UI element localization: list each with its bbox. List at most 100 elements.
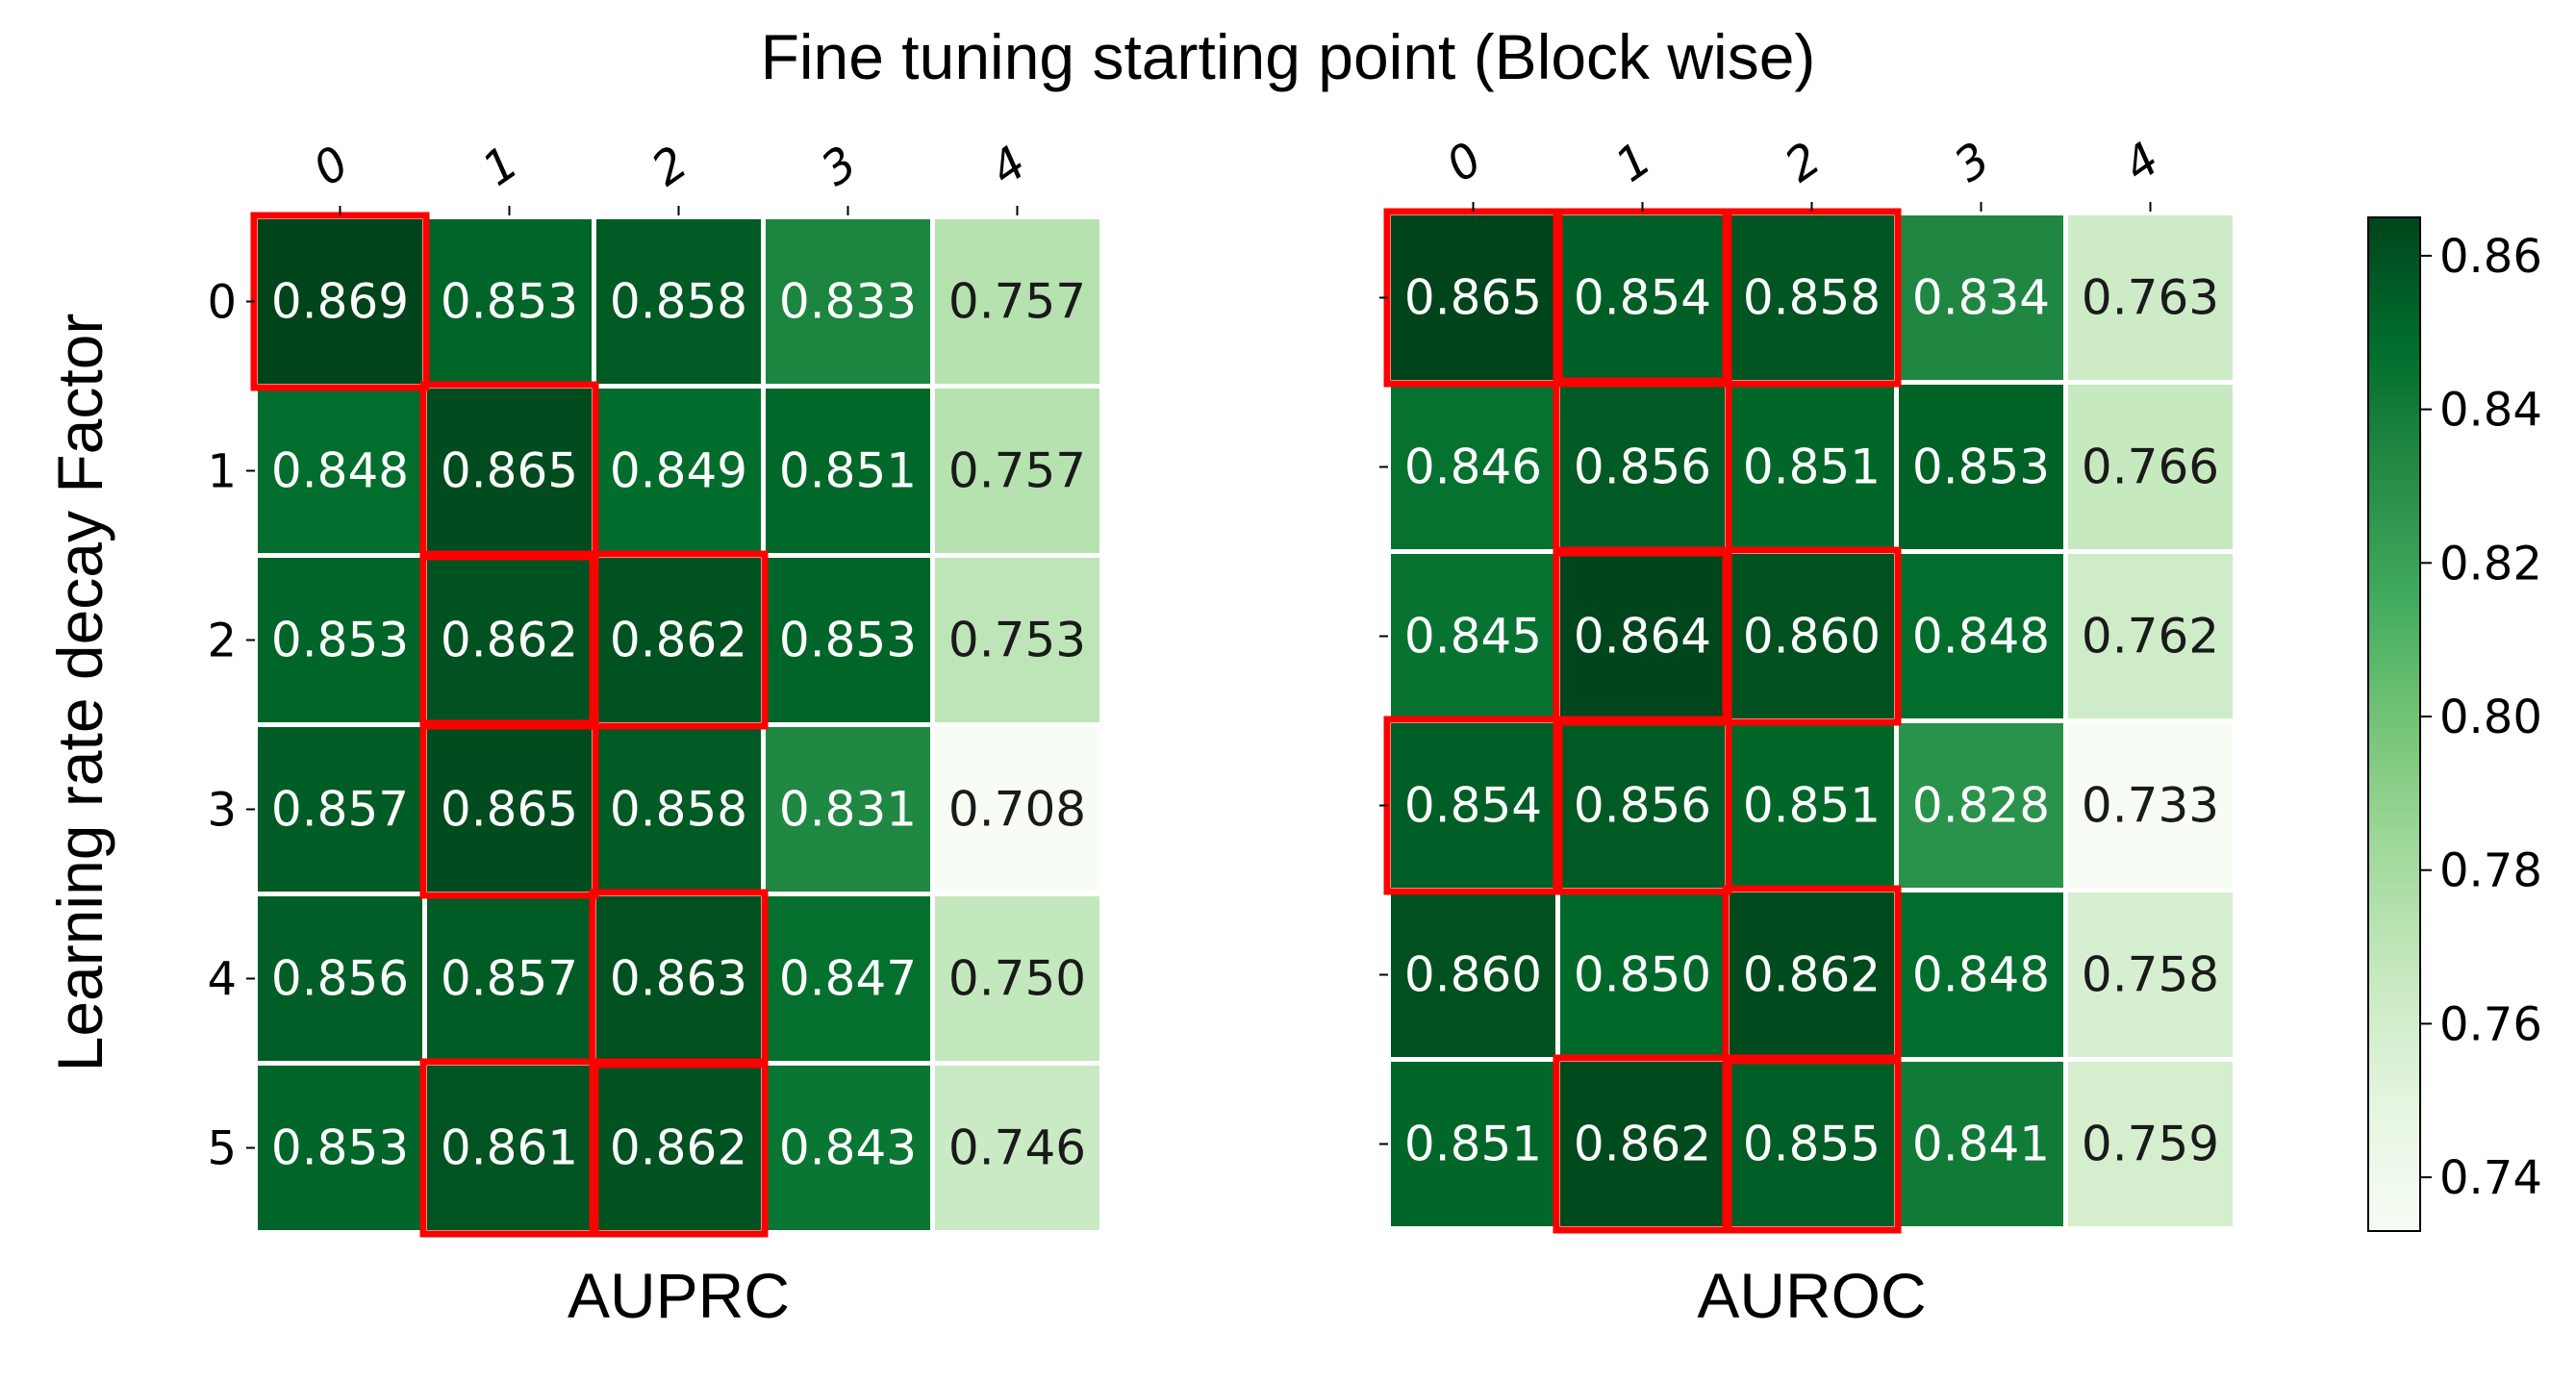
heatmap-cell	[766, 1066, 930, 1230]
cell-value-label: 0.833	[779, 274, 917, 330]
heatmap-cell	[596, 727, 761, 892]
cell-value-label: 0.865	[441, 443, 578, 499]
heatmap-cell	[1391, 215, 1555, 380]
cell-value-label: 0.851	[1404, 1117, 1542, 1172]
cell-value-label: 0.862	[1574, 1117, 1711, 1172]
heatmap-cell	[427, 389, 592, 553]
cell-value-label: 0.848	[271, 443, 409, 499]
heatmap-cell	[2068, 215, 2233, 380]
cell-value-label: 0.858	[1743, 270, 1881, 326]
cell-value-label: 0.841	[1912, 1117, 2050, 1172]
colorbar-tick-label: 0.78	[2439, 844, 2542, 898]
highlight-box	[1722, 546, 1902, 726]
x-tick-label: 0	[1437, 132, 1492, 192]
cell-value-label: 0.855	[1743, 1117, 1881, 1172]
cell-value-label: 0.853	[271, 1120, 409, 1176]
colorbar: 0.74 0.76 0.78 0.80 0.82 0.84 0.86	[2367, 216, 2542, 1232]
highlight-box	[589, 1058, 769, 1238]
cell-value-label: 0.733	[2082, 778, 2219, 834]
colorbar-tick-label: 0.84	[2439, 384, 2542, 438]
cell-value-label: 0.757	[948, 274, 1086, 330]
x-tick-label: 4	[2114, 132, 2169, 192]
panel-label-auroc: AUROC	[1697, 1260, 1926, 1331]
cell-value-label: 0.857	[271, 782, 409, 838]
cell-value-label: 0.828	[1912, 778, 2050, 834]
heatmap-cell	[2068, 723, 2233, 888]
cell-value-label: 0.853	[779, 613, 917, 668]
cell-value-label: 0.843	[779, 1120, 917, 1176]
cell-value-label: 0.860	[1404, 947, 1542, 1003]
heatmap-cell	[596, 219, 761, 384]
heatmap-cell	[935, 1066, 1099, 1230]
heatmap-cell	[427, 896, 592, 1061]
cell-value-label: 0.858	[610, 782, 747, 838]
cell-value-label: 0.846	[1404, 440, 1542, 495]
colorbar-tick-label: 0.80	[2439, 691, 2542, 744]
cell-value-label: 0.854	[1574, 270, 1711, 326]
heatmap-cell	[596, 389, 761, 553]
heatmap-cell	[766, 389, 930, 553]
cell-value-label: 0.865	[1404, 270, 1542, 326]
cell-value-label: 0.757	[948, 443, 1086, 499]
heatmap-cell	[1391, 893, 1555, 1057]
cell-value-label: 0.864	[1574, 609, 1711, 665]
heatmap-cell	[935, 389, 1099, 553]
colorbar-tick-label: 0.86	[2439, 230, 2542, 284]
cell-value-label: 0.862	[610, 1120, 747, 1176]
cell-value-label: 0.860	[1743, 609, 1881, 665]
heatmap-cell	[427, 727, 592, 892]
cell-value-label: 0.847	[779, 951, 917, 1007]
cell-value-label: 0.750	[948, 951, 1086, 1007]
y-tick-label: 0	[207, 276, 237, 330]
x-tick-label: 3	[812, 136, 867, 196]
y-axis-label: Learning rate decay Factor	[44, 314, 115, 1072]
heatmap-cell	[1730, 893, 1894, 1057]
cell-value-label: 0.856	[1574, 440, 1711, 495]
highlight-box	[419, 719, 599, 899]
cell-value-label: 0.853	[271, 613, 409, 668]
heatmap-cell	[258, 389, 422, 553]
cell-value-label: 0.862	[610, 613, 747, 668]
heatmap-cell	[258, 727, 422, 892]
x-tick-label: 2	[643, 136, 697, 196]
cell-value-label: 0.850	[1574, 947, 1711, 1003]
heatmap-cell	[1899, 893, 2063, 1057]
heatmap-cell	[1391, 1062, 1555, 1226]
heatmap-cell	[1730, 723, 1894, 888]
cell-value-label: 0.865	[441, 782, 578, 838]
heatmap-cell	[258, 558, 422, 722]
heatmap-cell	[766, 219, 930, 384]
y-tick-label: 2	[207, 615, 237, 668]
heatmap-cell	[935, 896, 1099, 1061]
x-tick-label: 4	[981, 136, 1036, 196]
highlight-box	[1722, 1054, 1902, 1234]
heatmap-cell	[2068, 893, 2233, 1057]
highlight-box	[589, 550, 769, 730]
y-tick-label: 1	[207, 445, 237, 499]
cell-value-label: 0.845	[1404, 609, 1542, 665]
figure-title: Fine tuning starting point (Block wise)	[761, 21, 1816, 92]
cell-value-label: 0.759	[2082, 1117, 2219, 1172]
heatmap-cell	[935, 219, 1099, 384]
heatmap-cell	[1560, 893, 1725, 1057]
heatmap-cell	[427, 1066, 592, 1230]
heatmap-cell	[1899, 385, 2063, 549]
x-tick-label: 1	[1606, 132, 1661, 192]
heatmap-cell	[1391, 554, 1555, 718]
heatmap-cell	[1560, 385, 1725, 549]
x-tick-label: 1	[473, 136, 528, 196]
x-tick-label: 0	[304, 136, 359, 196]
heatmap-cell	[935, 558, 1099, 722]
cell-value-label: 0.862	[1743, 947, 1881, 1003]
heatmap-cell	[1391, 385, 1555, 549]
x-tick-label: 2	[1776, 132, 1831, 192]
heatmap-cell	[1899, 1062, 2063, 1226]
cell-value-label: 0.848	[1912, 609, 2050, 665]
cell-value-label: 0.854	[1404, 778, 1542, 834]
cell-value-label: 0.766	[2082, 440, 2219, 495]
heatmap-panel-auprc: 0.869 0.853 0.858 0.833 0.757 0.848 0.865 0.849…	[207, 136, 1099, 1331]
cell-value-label: 0.863	[610, 951, 747, 1007]
heatmap-cell	[766, 558, 930, 722]
heatmap-cell	[1899, 723, 2063, 888]
heatmap-cell	[1730, 215, 1894, 380]
